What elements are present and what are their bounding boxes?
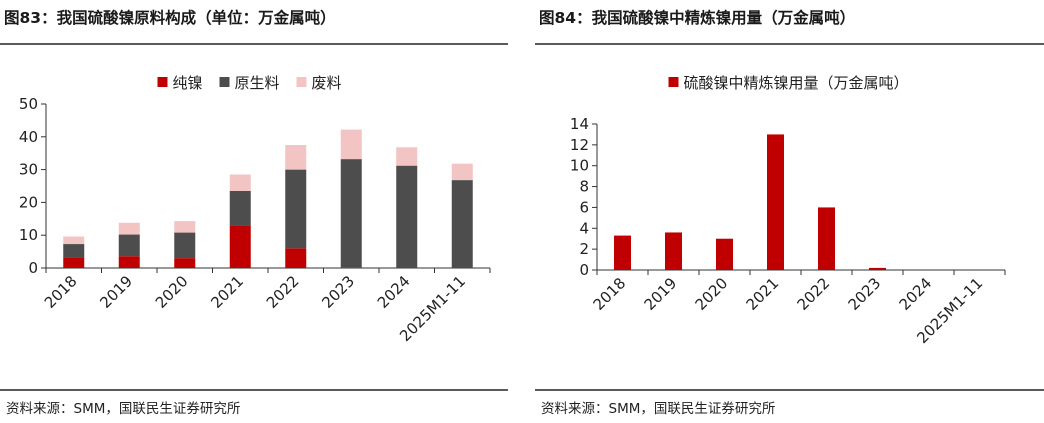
legend-label-1: 原生料 (235, 74, 280, 92)
figure-84-panel: 图84：我国硫酸镍中精炼镍用量（万金属吨） 硫酸镍中精炼镍用量（万金属吨） 0 2 4… (535, 0, 1044, 423)
y-tick-label: 10 (19, 226, 38, 244)
bar-纯镍-2020 (174, 258, 196, 268)
bar-纯镍-2021 (229, 225, 251, 268)
x-tick-label: 2022 (263, 272, 303, 312)
y-tick-label: 12 (570, 136, 589, 154)
bar-废料-2023 (340, 129, 362, 160)
bar-废料-2025M1-11 (451, 163, 473, 181)
x-tick-label: 2019 (96, 272, 136, 312)
bar-硫酸镍中精炼镍用量（万金属吨）-2023 (869, 267, 886, 270)
raw-material-stacked-bar-chart: 纯镍 原生料 废料 0 10 20 30 40 50 2018 2019 2020 2021 2022 20… (19, 74, 491, 345)
legend: 硫酸镍中精炼镍用量（万金属吨） (668, 74, 909, 92)
legend-swatch-0 (157, 77, 168, 87)
bar-废料-2021 (229, 174, 251, 191)
x-tick-label: 2023 (845, 274, 885, 314)
y-tick-label: 14 (570, 115, 589, 133)
bar-废料-2022 (285, 145, 307, 170)
bar-废料-2019 (118, 222, 140, 235)
bar-原生料-2018 (63, 244, 85, 258)
bar-硫酸镍中精炼镍用量（万金属吨）-2020 (716, 238, 733, 270)
bar-原生料-2025M1-11 (451, 180, 473, 268)
bar-纯镍-2018 (63, 257, 85, 268)
bar-废料-2024 (396, 147, 418, 166)
figure-84-top-rule (535, 43, 1044, 45)
x-tick-label: 2024 (896, 274, 936, 314)
figure-83-top-rule (0, 43, 508, 45)
x-tick-label: 2022 (794, 274, 834, 314)
bar-废料-2020 (174, 221, 196, 233)
y-tick-label: 30 (19, 161, 38, 179)
x-tick-label: 2023 (318, 272, 358, 312)
bar-原生料-2023 (340, 159, 362, 268)
bar-原生料-2024 (396, 165, 418, 268)
x-tick-label: 2024 (374, 272, 414, 312)
x-tick-label: 2021 (743, 274, 783, 314)
x-tick-label: 2018 (590, 274, 630, 314)
y-tick-label: 8 (579, 178, 589, 196)
figure-84-title: 图84：我国硫酸镍中精炼镍用量（万金属吨） (539, 9, 856, 27)
x-tick-label: 2020 (152, 272, 192, 312)
y-tick-label: 50 (19, 95, 38, 113)
y-tick-label: 0 (579, 261, 589, 279)
y-tick-label: 20 (19, 193, 38, 211)
y-tick-label: 0 (28, 259, 38, 277)
bar-纯镍-2023 (340, 267, 362, 268)
x-tick-label: 2019 (641, 274, 681, 314)
bar-原生料-2020 (174, 232, 196, 259)
bar-原生料-2022 (285, 169, 307, 249)
figure-83-source: 资料来源：SMM，国联民生证券研究所 (6, 401, 241, 417)
bar-原生料-2021 (229, 190, 251, 226)
bar-硫酸镍中精炼镍用量（万金属吨）-2018 (614, 235, 631, 270)
y-tick-label: 40 (19, 128, 38, 146)
figure-84-bottom-rule (535, 389, 1044, 391)
bar-硫酸镍中精炼镍用量（万金属吨）-2022 (818, 207, 835, 270)
y-tick-label: 6 (579, 198, 589, 216)
bar-原生料-2019 (118, 234, 140, 257)
bar-纯镍-2022 (285, 248, 307, 268)
y-tick-label: 10 (570, 157, 589, 175)
figure-83-bottom-rule (0, 389, 508, 391)
y-tick-label: 2 (579, 240, 589, 258)
x-tick-label: 2021 (207, 272, 247, 312)
legend: 纯镍 原生料 废料 (157, 74, 342, 92)
y-tick-label: 4 (579, 219, 589, 237)
bar-硫酸镍中精炼镍用量（万金属吨）-2019 (665, 232, 682, 270)
bar-硫酸镍中精炼镍用量（万金属吨）-2021 (767, 134, 784, 270)
figure-84-source: 资料来源：SMM，国联民生证券研究所 (541, 401, 776, 417)
legend-swatch-1 (219, 77, 230, 87)
legend-label-2: 废料 (312, 74, 342, 92)
legend-label-0: 纯镍 (173, 74, 203, 92)
legend-swatch-2 (296, 77, 307, 87)
legend-label-0: 硫酸镍中精炼镍用量（万金属吨） (684, 74, 909, 92)
x-tick-label: 2020 (692, 274, 732, 314)
refined-nickel-bar-chart: 硫酸镍中精炼镍用量（万金属吨） 0 2 4 6 8 10 12 14 2018 2019 2020 20… (570, 74, 1006, 347)
bar-纯镍-2019 (118, 256, 140, 268)
figure-83-panel: 图83：我国硫酸镍原料构成（单位：万金属吨） 纯镍 原生料 废料 0 10 20 30 40 5… (0, 0, 508, 423)
x-tick-label: 2018 (41, 272, 81, 312)
legend-swatch-0 (668, 77, 679, 87)
bar-废料-2018 (63, 236, 85, 245)
figure-83-title: 图83：我国硫酸镍原料构成（单位：万金属吨） (4, 9, 336, 27)
